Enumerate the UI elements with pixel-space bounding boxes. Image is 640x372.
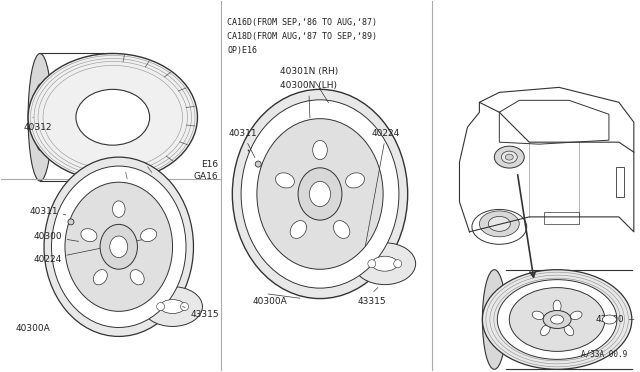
Circle shape xyxy=(394,260,402,268)
Ellipse shape xyxy=(76,89,150,145)
Ellipse shape xyxy=(93,270,108,285)
Ellipse shape xyxy=(81,229,97,242)
Ellipse shape xyxy=(483,270,632,369)
Ellipse shape xyxy=(257,119,383,269)
Ellipse shape xyxy=(479,211,519,237)
Ellipse shape xyxy=(541,325,550,336)
Ellipse shape xyxy=(313,140,327,160)
Ellipse shape xyxy=(497,280,617,359)
Ellipse shape xyxy=(506,154,513,160)
Ellipse shape xyxy=(346,173,364,188)
Text: 40300N (LH): 40300N (LH) xyxy=(280,81,337,118)
Text: E16: E16 xyxy=(201,160,218,169)
Text: 40300A: 40300A xyxy=(15,324,50,333)
Circle shape xyxy=(157,302,164,311)
Text: A/33A 00.9: A/33A 00.9 xyxy=(580,349,627,358)
Text: 40224: 40224 xyxy=(33,237,154,264)
Ellipse shape xyxy=(488,217,510,231)
Ellipse shape xyxy=(110,236,128,257)
Ellipse shape xyxy=(232,89,408,299)
Ellipse shape xyxy=(113,201,125,217)
Ellipse shape xyxy=(160,299,185,314)
Ellipse shape xyxy=(28,54,198,181)
Ellipse shape xyxy=(298,168,342,220)
Ellipse shape xyxy=(28,54,52,181)
Text: 40224: 40224 xyxy=(365,129,400,246)
Text: 40300: 40300 xyxy=(33,232,79,241)
Text: OP)E16: OP)E16 xyxy=(227,45,257,55)
Ellipse shape xyxy=(550,315,564,324)
Text: 40301N (RH): 40301N (RH) xyxy=(280,67,339,103)
Text: 43300: 43300 xyxy=(595,315,634,324)
Ellipse shape xyxy=(494,146,524,168)
Ellipse shape xyxy=(34,84,46,150)
Text: 43315: 43315 xyxy=(358,296,387,305)
Bar xyxy=(616,167,624,197)
Text: CA18D(FROM AUG,‘87 TO SEP,‘89): CA18D(FROM AUG,‘87 TO SEP,‘89) xyxy=(227,32,378,41)
Ellipse shape xyxy=(543,311,571,328)
Ellipse shape xyxy=(354,243,415,285)
Circle shape xyxy=(68,219,74,225)
Ellipse shape xyxy=(241,100,399,288)
Text: 40300A: 40300A xyxy=(252,296,287,305)
Ellipse shape xyxy=(553,300,561,312)
Circle shape xyxy=(368,260,376,268)
Ellipse shape xyxy=(501,151,517,163)
Ellipse shape xyxy=(564,325,573,336)
Ellipse shape xyxy=(276,173,294,188)
Bar xyxy=(544,212,579,224)
Ellipse shape xyxy=(290,221,307,238)
Ellipse shape xyxy=(44,157,193,336)
Ellipse shape xyxy=(483,270,506,369)
Ellipse shape xyxy=(509,288,605,352)
Text: 40311: 40311 xyxy=(29,207,66,216)
Ellipse shape xyxy=(602,315,616,324)
Ellipse shape xyxy=(141,229,157,242)
Text: 40312: 40312 xyxy=(23,117,52,132)
Ellipse shape xyxy=(333,221,350,238)
Text: CA16D(FROM SEP,‘86 TO AUG,‘87): CA16D(FROM SEP,‘86 TO AUG,‘87) xyxy=(227,17,378,27)
Text: 43315: 43315 xyxy=(182,307,219,318)
Ellipse shape xyxy=(130,270,144,285)
Ellipse shape xyxy=(100,224,138,269)
Ellipse shape xyxy=(532,311,544,320)
Text: GA16: GA16 xyxy=(194,172,218,181)
Circle shape xyxy=(180,302,189,311)
Ellipse shape xyxy=(65,182,173,311)
Ellipse shape xyxy=(372,256,397,271)
Text: 40311: 40311 xyxy=(228,129,257,158)
Ellipse shape xyxy=(570,311,582,320)
Ellipse shape xyxy=(310,182,330,206)
Circle shape xyxy=(255,161,261,167)
Ellipse shape xyxy=(51,166,186,327)
Ellipse shape xyxy=(143,286,202,327)
